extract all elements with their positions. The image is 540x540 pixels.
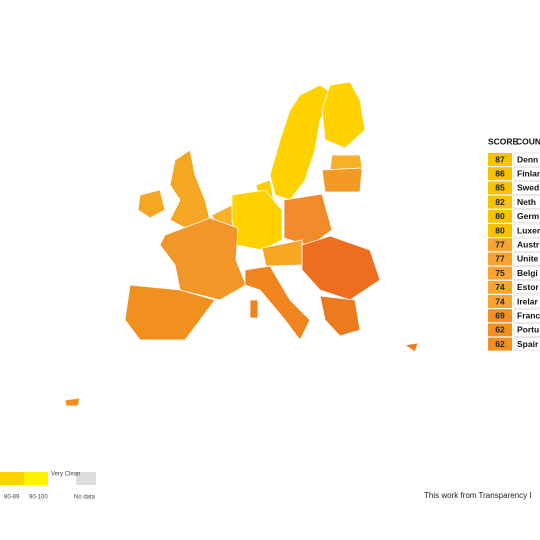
poland <box>283 193 333 247</box>
estonia <box>329 154 363 171</box>
name-cell <box>513 323 540 337</box>
score: 80 <box>495 225 505 235</box>
score: 74 <box>495 296 505 306</box>
country: Swed <box>517 183 539 193</box>
country: Belgi <box>517 268 538 278</box>
footer: This work from Transparency I <box>424 491 532 500</box>
score-cell <box>488 252 512 266</box>
score: 87 <box>495 154 505 164</box>
score-cell <box>488 295 512 308</box>
name-cell <box>513 237 540 252</box>
score-cell <box>488 181 512 195</box>
name-cell <box>513 209 540 224</box>
iberia <box>124 284 216 341</box>
germany <box>231 189 283 251</box>
legend-swatch <box>24 472 48 485</box>
score-cell <box>488 195 512 209</box>
france <box>159 217 247 301</box>
country: Denn <box>517 154 538 164</box>
country: Portu <box>517 325 539 335</box>
score: 74 <box>495 282 505 292</box>
table-header: SCORE <box>488 136 519 146</box>
score: 77 <box>495 239 505 249</box>
score: 69 <box>495 310 505 320</box>
country: Irelar <box>517 296 538 306</box>
name-cell <box>513 294 540 309</box>
score: 62 <box>495 325 505 335</box>
countries <box>64 81 419 407</box>
score-cell <box>488 238 512 252</box>
united-kingdom <box>169 149 211 229</box>
score: 62 <box>495 339 505 349</box>
country: Unite <box>517 254 539 264</box>
baltics <box>321 167 363 193</box>
name-cell <box>513 166 540 181</box>
country: Germ <box>517 211 540 221</box>
name-cell <box>513 252 540 266</box>
ireland <box>137 189 166 219</box>
legend-swatch <box>76 472 96 485</box>
name-cell <box>513 337 540 351</box>
score-cell <box>488 280 512 294</box>
name-cell <box>513 266 540 280</box>
legend-label: Very Clean <box>51 472 80 478</box>
score-cell <box>488 309 512 323</box>
score-cell <box>488 337 512 351</box>
table-header: COUNT <box>516 136 540 146</box>
southeast <box>301 235 381 301</box>
name-cell <box>513 223 540 238</box>
score: 86 <box>495 168 505 178</box>
name-cell <box>513 308 540 323</box>
name-cell <box>513 280 540 295</box>
legend-label: No data <box>74 495 96 501</box>
country: Luxer <box>517 225 540 235</box>
score: 85 <box>495 183 505 193</box>
country: Franc <box>517 310 540 320</box>
legend-swatch <box>0 472 24 485</box>
legend-label: 80-89 <box>4 495 20 501</box>
score-cell <box>488 153 512 166</box>
country: Finlan <box>517 168 540 178</box>
name-cell <box>513 195 540 209</box>
score-cell <box>488 167 512 181</box>
finland <box>321 81 366 149</box>
country: Estor <box>517 282 539 292</box>
score-cell <box>488 209 512 223</box>
score: 77 <box>495 254 505 264</box>
score-cell <box>488 266 512 280</box>
cyprus <box>403 342 419 353</box>
name-cell <box>513 152 540 167</box>
score: 82 <box>495 197 505 207</box>
name-cell <box>513 181 540 195</box>
country: Austr <box>517 239 540 249</box>
score-cell <box>488 323 512 337</box>
legend: Very Clean 80-89 90-100 No data <box>0 472 96 501</box>
italy <box>244 265 311 341</box>
score: 75 <box>495 268 505 278</box>
country: Neth <box>517 197 536 207</box>
score-cell <box>488 224 512 237</box>
legend-label: 90-100 <box>29 495 48 501</box>
score: 80 <box>495 211 505 221</box>
greece <box>319 295 361 337</box>
sardinia <box>249 299 259 319</box>
country: Spair <box>517 339 539 349</box>
islands <box>64 397 81 407</box>
score-table: SCORE COUNT 87 Denn 86 Finlan 85 Swed 82 Neth 80… <box>488 136 540 351</box>
